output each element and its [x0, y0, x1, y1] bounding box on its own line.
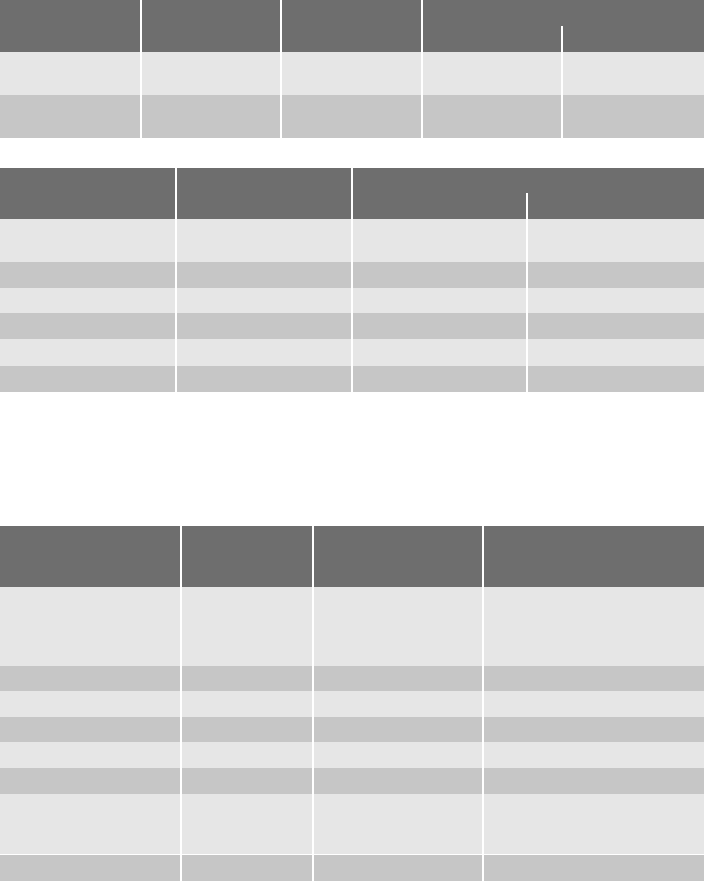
table-cell [282, 95, 421, 138]
table-cell [314, 666, 482, 691]
table-cell [0, 587, 180, 666]
header-cell [182, 526, 312, 587]
table-cell [314, 768, 482, 794]
table-cell [314, 855, 482, 881]
table-cell [484, 691, 704, 717]
table-cell [182, 691, 312, 717]
table-cell [353, 339, 526, 366]
table-cell [177, 366, 351, 392]
header-subdivider [561, 26, 563, 52]
table-cell [177, 288, 351, 313]
table-cell [0, 288, 175, 313]
header-cell [0, 0, 140, 52]
table-cell [0, 855, 180, 881]
header-subdivider [526, 193, 528, 219]
header-cell [0, 526, 180, 587]
table-cell [314, 794, 482, 854]
header-cell [177, 168, 351, 219]
table-cell [182, 768, 312, 794]
table-cell [0, 95, 140, 138]
table-cell [423, 95, 561, 138]
table-cell [484, 587, 704, 666]
table-cell [484, 855, 704, 881]
table-cell [563, 95, 704, 138]
table-cell [0, 52, 140, 95]
table-cell [282, 52, 421, 95]
header-cell [282, 0, 421, 52]
table-cell [0, 742, 180, 768]
table-cell [182, 794, 312, 854]
table-cell [353, 262, 526, 288]
header-cell [353, 168, 704, 219]
table-cell [177, 219, 351, 262]
table-cell [0, 366, 175, 392]
table-cell [353, 366, 526, 392]
table-cell [314, 587, 482, 666]
table-cell [177, 262, 351, 288]
table-cell [182, 742, 312, 768]
table-cell [142, 95, 280, 138]
table-cell [528, 262, 704, 288]
table-cell [314, 717, 482, 742]
table-cell [484, 794, 704, 854]
table-cell [142, 52, 280, 95]
table-cell [0, 262, 175, 288]
table-cell [484, 742, 704, 768]
table-cell [484, 717, 704, 742]
table-cell [182, 855, 312, 881]
table-cell [314, 691, 482, 717]
table-cell [0, 717, 180, 742]
table-cell [0, 794, 180, 854]
table-cell [182, 587, 312, 666]
table-cell [0, 666, 180, 691]
table-cell [182, 666, 312, 691]
table-cell [528, 366, 704, 392]
header-cell [484, 526, 704, 587]
header-cell [314, 526, 482, 587]
table-cell [353, 313, 526, 339]
table-cell [0, 339, 175, 366]
table-cell [528, 339, 704, 366]
table-cell [353, 288, 526, 313]
table-cell [528, 219, 704, 262]
table-cell [0, 768, 180, 794]
table-cell [423, 52, 561, 95]
table-cell [177, 313, 351, 339]
table-cell [484, 768, 704, 794]
table-cell [314, 742, 482, 768]
table-cell [0, 219, 175, 262]
header-cell [142, 0, 280, 52]
table-cell [563, 52, 704, 95]
table-cell [353, 219, 526, 262]
table-cell [177, 339, 351, 366]
table-cell [484, 666, 704, 691]
header-cell [0, 168, 175, 219]
table-cell [0, 313, 175, 339]
header-cell [423, 0, 704, 52]
table-cell [182, 717, 312, 742]
table-cell [0, 691, 180, 717]
table-cell [528, 288, 704, 313]
table-cell [528, 313, 704, 339]
